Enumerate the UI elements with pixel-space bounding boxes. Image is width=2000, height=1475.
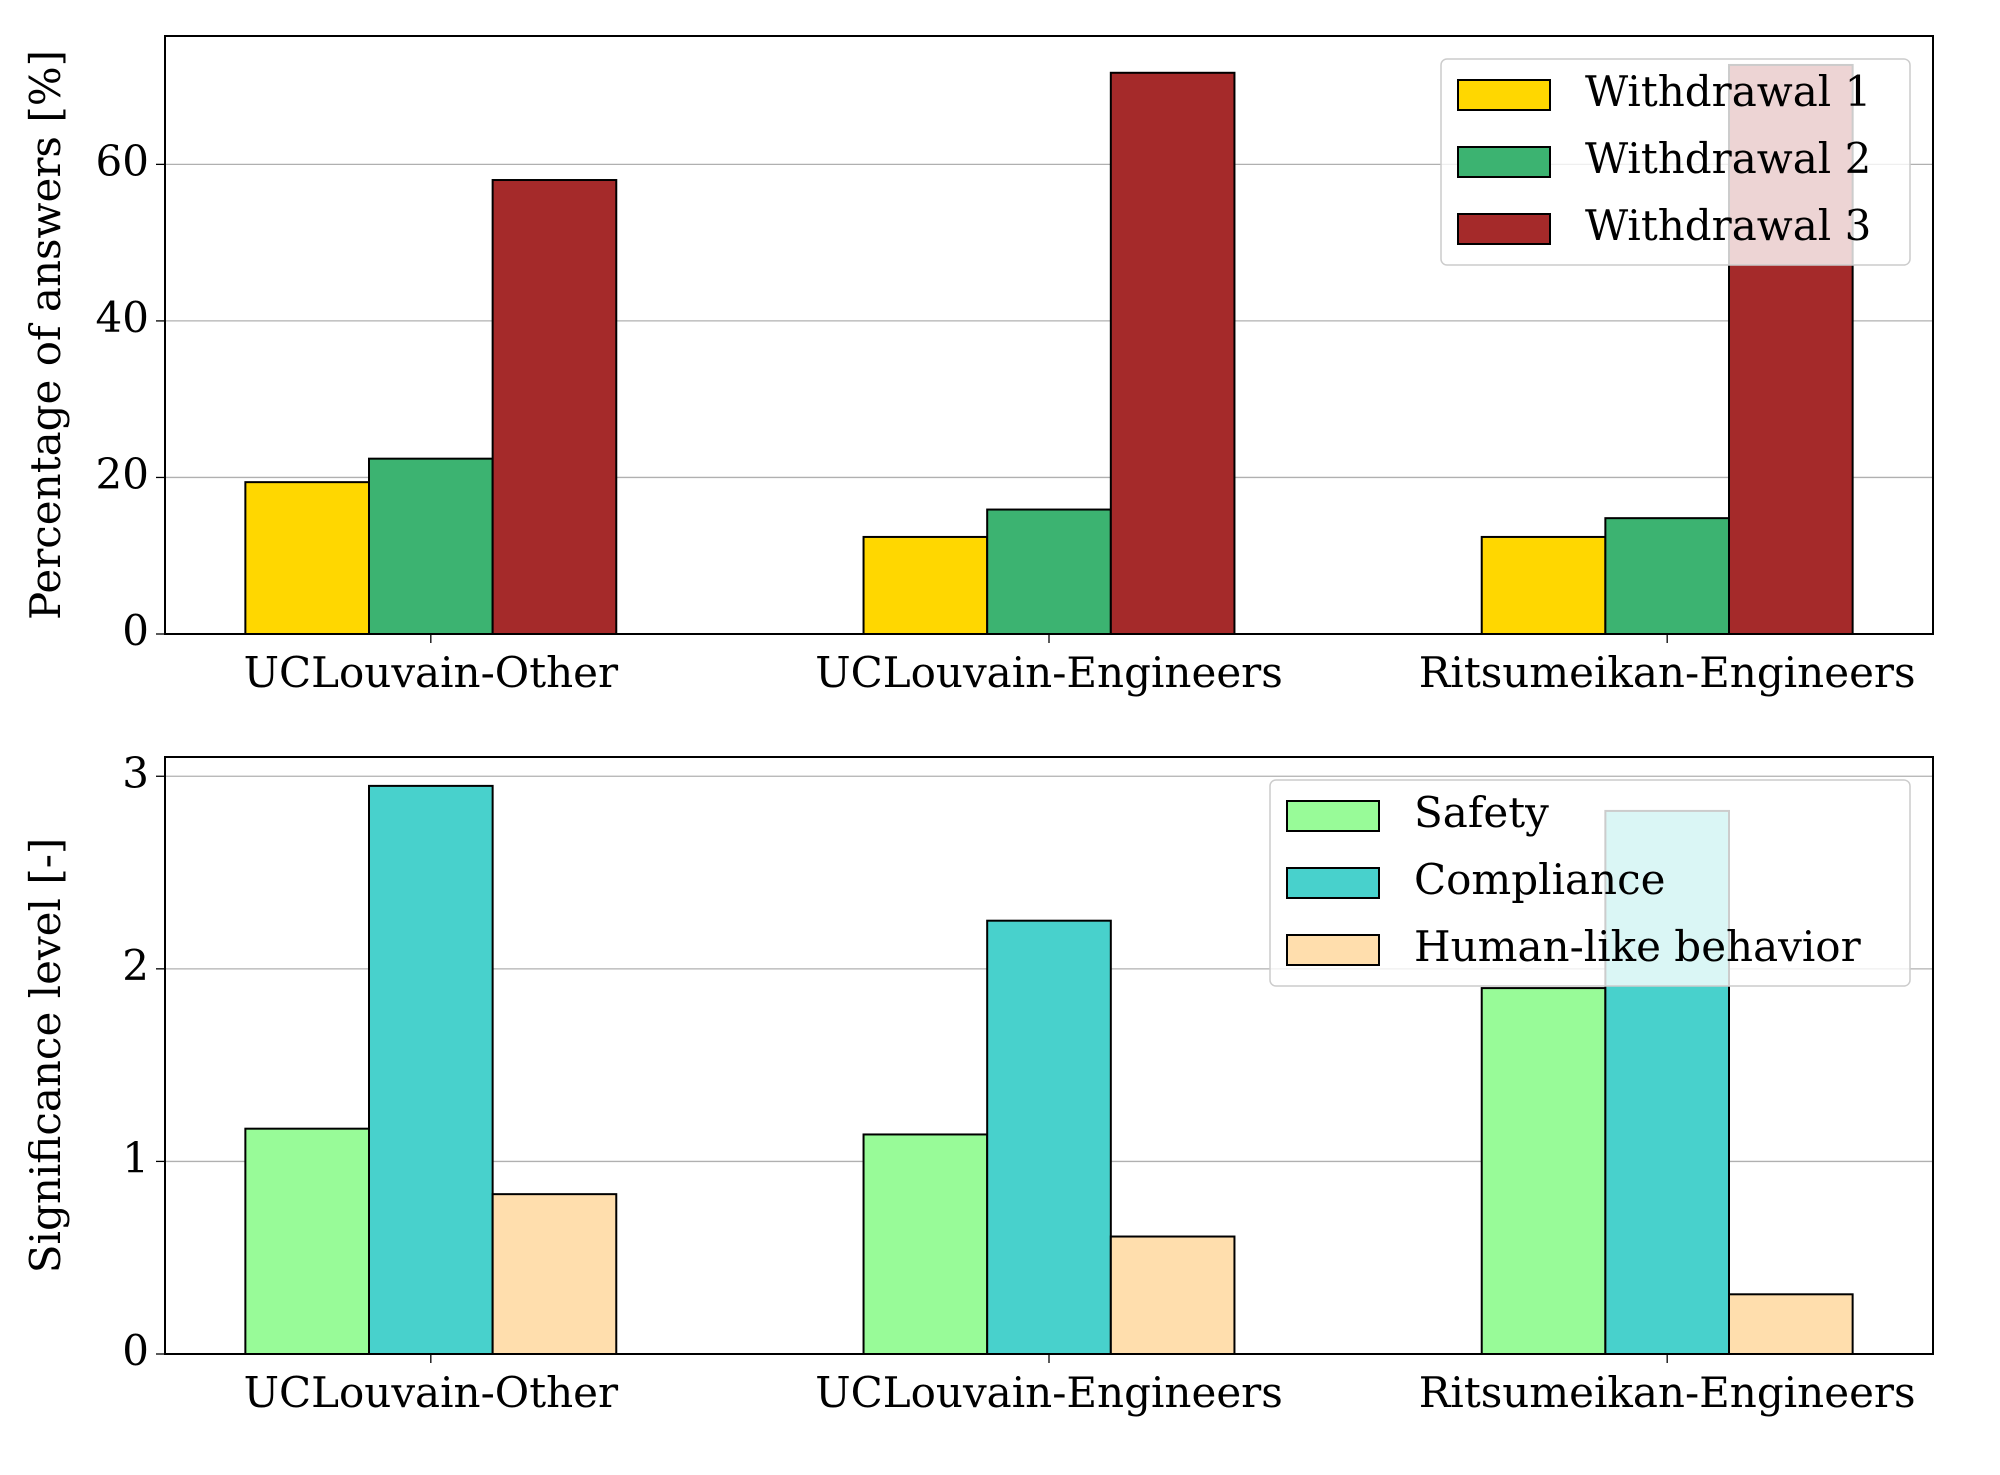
x-tick-label: UCLouvain-Engineers xyxy=(815,1368,1283,1417)
axes-frame xyxy=(164,35,1934,635)
legend-swatch xyxy=(1286,800,1380,832)
bar xyxy=(368,784,494,1355)
legend-label: Safety xyxy=(1414,788,1549,837)
legend-label: Withdrawal 2 xyxy=(1585,134,1871,183)
bar xyxy=(862,1133,989,1355)
axes-frame xyxy=(164,756,1934,1355)
x-tick-label: Ritsumeikan-Engineers xyxy=(1419,648,1916,697)
y-axis-label: Significance level [-] xyxy=(21,838,70,1274)
legend-box xyxy=(1440,58,1911,266)
y-tick-label: 1 xyxy=(122,1133,149,1182)
legend-swatch xyxy=(1457,213,1551,245)
legend-box xyxy=(1269,779,1911,987)
bar xyxy=(986,919,1112,1355)
bar xyxy=(244,1127,370,1356)
y-tick-label: 40 xyxy=(96,293,149,342)
bar xyxy=(1480,987,1607,1356)
x-tick-label: Ritsumeikan-Engineers xyxy=(1419,1368,1916,1417)
y-axis-label: Percentage of answers [%] xyxy=(21,50,70,620)
x-tick-label: UCLouvain-Engineers xyxy=(815,648,1283,697)
x-tick-label: UCLouvain-Other xyxy=(244,648,619,697)
bar xyxy=(1109,1235,1236,1355)
y-tick-label: 20 xyxy=(96,449,149,498)
y-tick-label: 2 xyxy=(122,941,149,990)
legend-label: Withdrawal 3 xyxy=(1585,201,1871,250)
y-tick-label: 0 xyxy=(122,606,149,655)
legend-label: Human-like behavior xyxy=(1414,922,1862,971)
legend-swatch xyxy=(1457,79,1551,111)
y-tick-label: 0 xyxy=(122,1326,149,1375)
bar xyxy=(368,457,494,636)
legend-label: Withdrawal 1 xyxy=(1585,67,1871,116)
bar xyxy=(1604,517,1731,635)
bar xyxy=(244,481,370,635)
legend-swatch xyxy=(1286,934,1380,966)
bar xyxy=(1480,535,1607,635)
bar xyxy=(1728,1293,1854,1356)
bar xyxy=(491,1193,618,1356)
legend-swatch xyxy=(1286,867,1380,899)
legend-swatch xyxy=(1457,146,1551,178)
y-tick-label: 60 xyxy=(96,136,149,185)
y-tick-label: 3 xyxy=(122,748,149,797)
bar xyxy=(986,508,1112,635)
bar xyxy=(1109,71,1236,635)
bar xyxy=(862,535,989,635)
x-tick-label: UCLouvain-Other xyxy=(244,1368,619,1417)
bar xyxy=(491,179,618,635)
legend-label: Compliance xyxy=(1414,855,1665,904)
